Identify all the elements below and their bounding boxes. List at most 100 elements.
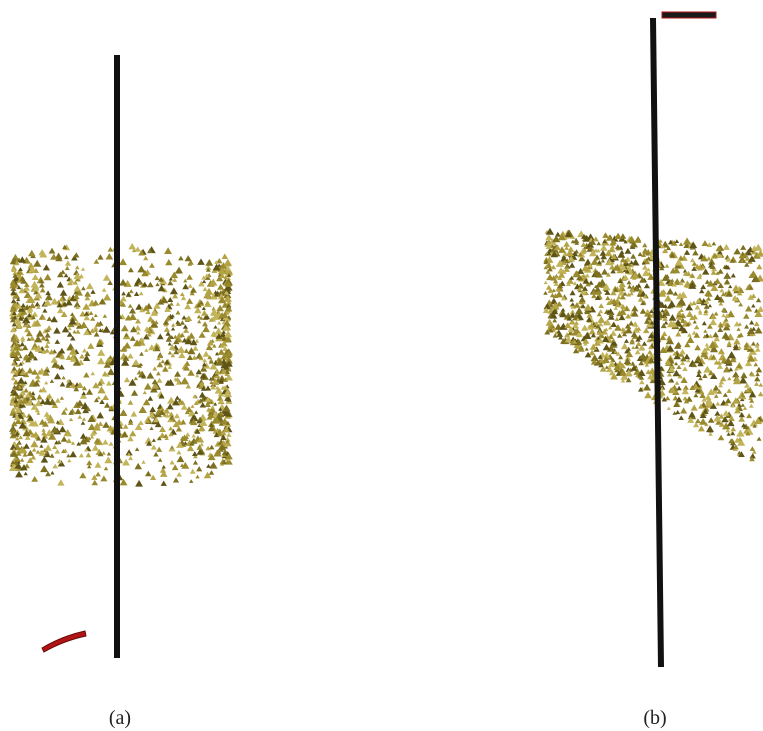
particle [743,406,747,410]
particle [727,351,735,358]
particle [64,255,69,259]
particle [39,444,43,448]
particle [750,446,755,451]
particle [175,396,180,400]
particle [717,327,723,332]
particle [128,456,133,460]
particle [171,327,175,331]
particle [176,302,181,306]
particle [32,448,37,452]
particle [98,421,104,426]
particle [187,355,193,360]
particle [551,265,556,270]
particle [50,453,55,457]
particle [708,432,713,436]
particle [744,324,749,328]
particle [15,471,23,478]
particle [82,391,87,395]
particle [186,298,193,304]
particle [81,421,86,425]
particle [127,353,134,359]
particle [129,313,137,320]
particle [64,407,68,411]
particle [44,411,50,417]
particle [202,280,206,284]
particle [102,394,109,400]
particle [645,309,650,313]
particle [585,273,590,277]
particle [104,456,112,463]
particle [617,295,622,299]
particle [141,460,145,464]
particle [40,288,46,293]
particle [725,398,732,404]
particle [80,433,87,439]
particle [62,376,66,380]
particle [176,450,181,454]
particle [692,250,699,256]
particle [18,435,23,439]
particle [167,403,174,409]
particle [196,466,202,471]
particle [134,377,138,381]
particle [644,392,652,399]
particle [182,284,189,290]
particle [57,281,64,287]
particle [614,233,622,240]
particle [570,290,576,295]
particle [185,255,192,261]
particle [156,371,161,375]
particle [680,278,686,283]
particle [143,256,148,261]
particle [78,415,82,419]
particle [172,278,177,282]
particle [755,347,761,352]
particle [691,301,696,306]
particle [61,436,68,442]
particle [630,254,636,259]
rod [653,18,661,667]
particle [170,460,175,465]
particle [756,298,762,303]
particle [86,283,94,290]
particle [758,392,763,397]
particle [712,332,719,338]
particle [619,250,624,254]
particle [29,303,36,309]
particle [49,248,56,254]
particle [679,415,684,420]
particle [66,438,72,443]
particle [192,346,198,351]
particle [194,410,198,414]
particle [131,390,138,396]
particle [638,252,643,256]
particle [121,325,129,332]
particle [168,342,172,346]
particle [611,322,618,328]
particle-cloud [543,228,763,462]
particle [561,308,565,312]
particle [723,393,728,397]
particle [66,454,70,458]
particle [686,311,693,317]
particle [183,324,188,328]
particle [152,366,157,370]
particle [751,294,756,299]
particle [206,464,211,468]
particle [81,267,85,271]
particle [666,288,674,295]
particle [664,321,669,325]
particle [755,372,760,376]
particle [41,456,49,462]
particle [155,283,159,287]
particle [44,444,52,451]
particle [73,252,79,257]
particle [676,342,682,347]
particle [79,472,86,478]
particle [80,322,88,329]
particle [167,297,173,302]
particle [129,430,136,436]
particle [156,447,162,452]
particle [147,396,153,401]
particle [44,381,48,385]
